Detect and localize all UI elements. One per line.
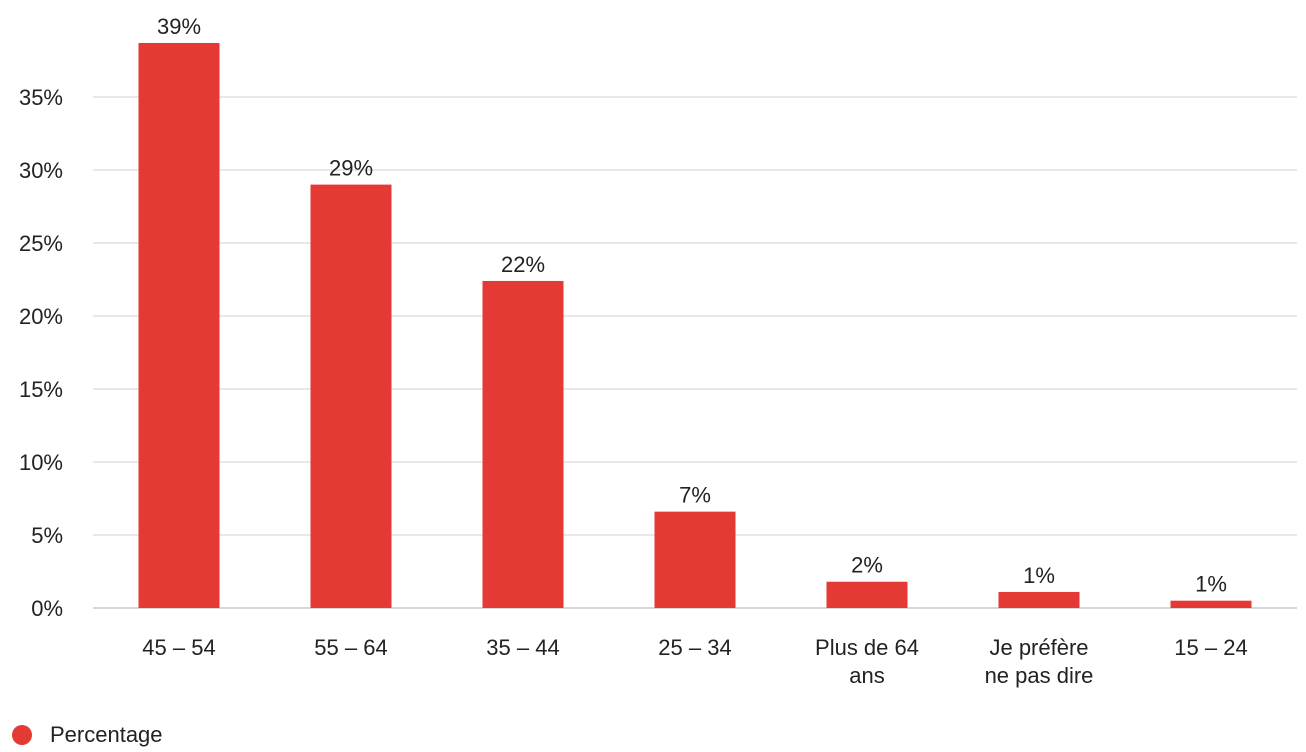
x-tick-label: Plus de 64 ans bbox=[815, 635, 919, 688]
x-axis-ticks: 45 – 54 55 – 64 35 – 44 25 – 34 Plus de 64 an… bbox=[142, 635, 1247, 688]
y-tick-label: 25% bbox=[19, 231, 63, 256]
x-tick-label: 15 – 24 bbox=[1174, 635, 1247, 660]
y-tick-label: 10% bbox=[19, 450, 63, 475]
legend: Percentage bbox=[12, 722, 163, 748]
data-label: 1% bbox=[1195, 572, 1227, 597]
bar bbox=[310, 184, 392, 608]
legend-label: Percentage bbox=[50, 722, 163, 747]
y-tick-label: 20% bbox=[19, 304, 63, 329]
data-label: 2% bbox=[851, 553, 883, 578]
y-tick-label: 15% bbox=[19, 377, 63, 402]
y-tick-label: 35% bbox=[19, 85, 63, 110]
bar bbox=[482, 280, 564, 608]
data-label: 39% bbox=[157, 14, 201, 39]
bar bbox=[826, 581, 908, 608]
legend-marker bbox=[12, 725, 32, 745]
data-label: 22% bbox=[501, 252, 545, 277]
x-tick-label: 35 – 44 bbox=[486, 635, 559, 660]
bar bbox=[138, 42, 220, 609]
y-tick-label: 30% bbox=[19, 158, 63, 183]
bar bbox=[998, 591, 1080, 608]
data-label: 29% bbox=[329, 156, 373, 181]
data-label: 7% bbox=[679, 483, 711, 508]
bars bbox=[138, 42, 1252, 609]
grid-lines bbox=[93, 96, 1297, 609]
x-tick-label: Je préfère ne pas dire bbox=[985, 635, 1094, 688]
bar bbox=[1170, 600, 1252, 608]
x-tick-label: 55 – 64 bbox=[314, 635, 387, 660]
x-tick-label: 45 – 54 bbox=[142, 635, 215, 660]
data-labels: 39% 29% 22% 7% 2% 1% 1% bbox=[157, 14, 1227, 597]
y-axis-ticks: 0% 5% 10% 15% 20% 25% 30% 35% bbox=[19, 85, 63, 621]
data-label: 1% bbox=[1023, 563, 1055, 588]
y-tick-label: 0% bbox=[31, 596, 63, 621]
x-tick-label: 25 – 34 bbox=[658, 635, 731, 660]
y-tick-label: 5% bbox=[31, 523, 63, 548]
bar bbox=[654, 511, 736, 608]
